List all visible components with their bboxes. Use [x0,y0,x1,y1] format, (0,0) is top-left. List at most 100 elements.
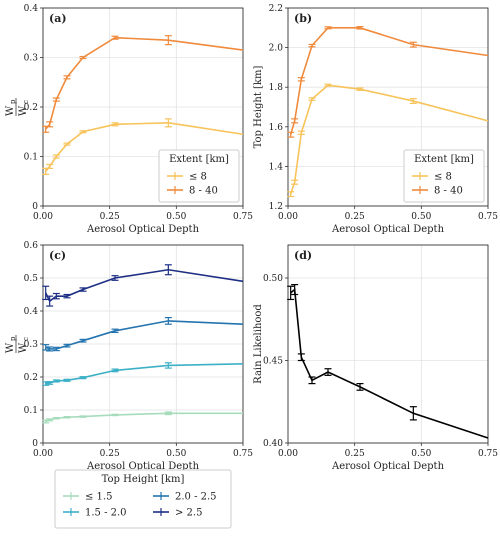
panel-a: 0.00 0.25 0.50 0.75 0 0.1 0.2 0.3 0.4 Aerosol Opt… [5,4,253,235]
series-line [44,268,244,303]
legend-title: Extent [km] [414,154,474,165]
error-bar [291,284,299,296]
series-3 [42,264,244,307]
error-bar [111,413,119,417]
x-tick-label: 0.75 [233,212,253,222]
x-tick-label: 0.00 [33,212,53,222]
error-bar [164,411,172,416]
x-tick-label: 0.50 [411,212,431,222]
legend-entry: 8 - 40 [189,186,218,197]
y-tick-label: 0.45 [263,357,283,367]
y-label-den: W [18,105,29,116]
plot-frame [287,7,489,207]
y-tick-label: 0.1 [24,406,38,416]
series-line [289,27,489,135]
legend: Extent [km] ≤ 8 8 - 40 [403,149,485,203]
y-tick-label: 1.8 [269,83,284,93]
error-bar [308,376,316,385]
error-bar [356,26,364,30]
error-bar [79,287,87,292]
x-tick-label: 0.50 [411,449,431,459]
y-axis-label: Rain Likelihood [253,304,264,384]
error-bar [79,415,87,418]
panel-c: 0.00 0.25 0.50 0.75 0 0.1 0.2 0.3 0.4 0.5 0.6 Aeros… [5,241,253,472]
panel-b: 0.00 0.25 0.50 0.75 1.2 1.4 1.6 1.8 2.0 2.2 Aeroso… [253,4,498,235]
x-tick-label: 0.25 [345,449,365,459]
error-bar [42,419,50,424]
y-tick-label: 0.6 [24,241,39,251]
error-bar [79,130,87,134]
series-0 [287,284,489,439]
error-bar [164,264,172,276]
plot-area [288,245,488,443]
panel-label: (c) [49,249,66,262]
error-bar [291,118,299,124]
error-bar [111,275,119,281]
error-bar [46,163,54,169]
series-line [45,363,244,385]
legend-entry: 1.5 - 2.0 [85,508,127,519]
series-line [289,84,489,195]
error-bar [287,131,295,138]
error-bar [297,353,305,362]
error-bar [52,292,60,300]
y-tick-label: 1.4 [269,162,284,172]
legend-entry: > 2.5 [175,508,202,519]
error-bar [164,362,172,369]
x-tick-label: 0.25 [100,449,120,459]
x-tick-label: 0.25 [345,212,365,222]
y-tick-label: 2.0 [269,44,284,54]
y-tick-label: 0.50 [263,274,283,284]
x-tick-label: 0.00 [33,449,53,459]
series-1 [42,362,244,386]
y-tick-label: 0.4 [24,307,39,317]
series-1 [42,35,244,133]
series-1 [287,26,489,138]
plot-frame [287,244,489,444]
panel-label: (a) [49,12,67,25]
series-0 [287,83,489,198]
y-tick-label: 0.40 [263,439,283,449]
y-label-den-sub: c [22,337,30,341]
legend-title: Top Height [km] [102,474,185,485]
error-bar [52,416,60,420]
panel-label: (b) [294,12,312,25]
error-bar [63,343,71,348]
error-bar [308,43,316,48]
series-line [290,287,489,439]
error-bar [164,317,172,325]
error-bar [63,75,71,80]
series-2 [42,317,244,352]
error-bar [46,381,54,385]
error-bar [164,35,172,46]
x-axis-label: Aerosol Optical Depth [331,461,445,472]
error-bar [63,416,71,419]
error-bar [46,418,54,422]
x-tick-label: 0.00 [278,449,298,459]
error-bar [356,383,364,391]
y-tick-label: 0.4 [24,4,39,14]
y-label-num: W [5,105,16,116]
y-tick-label: 0.3 [24,54,39,64]
legend-title: Extent [km] [169,154,229,165]
x-tick-label: 0.00 [278,212,298,222]
error-bar [111,328,119,334]
error-bar [46,295,54,307]
error-bar [297,130,305,135]
y-tick-label: 0.2 [24,103,38,113]
error-bar [42,344,50,351]
legend-entry: 2.0 - 2.5 [175,492,217,503]
legend-entry: ≤ 8 [434,172,452,183]
series-0 [42,411,243,424]
error-bar [79,338,87,343]
x-tick-label: 0.50 [166,449,186,459]
error-bar [324,368,332,376]
y-label-den: W [18,342,29,353]
error-bar [46,346,54,352]
panel-label: (d) [294,249,312,262]
error-bar [409,406,417,421]
legend-box [54,469,232,529]
x-axis-label: Aerosol Optical Depth [86,461,200,472]
